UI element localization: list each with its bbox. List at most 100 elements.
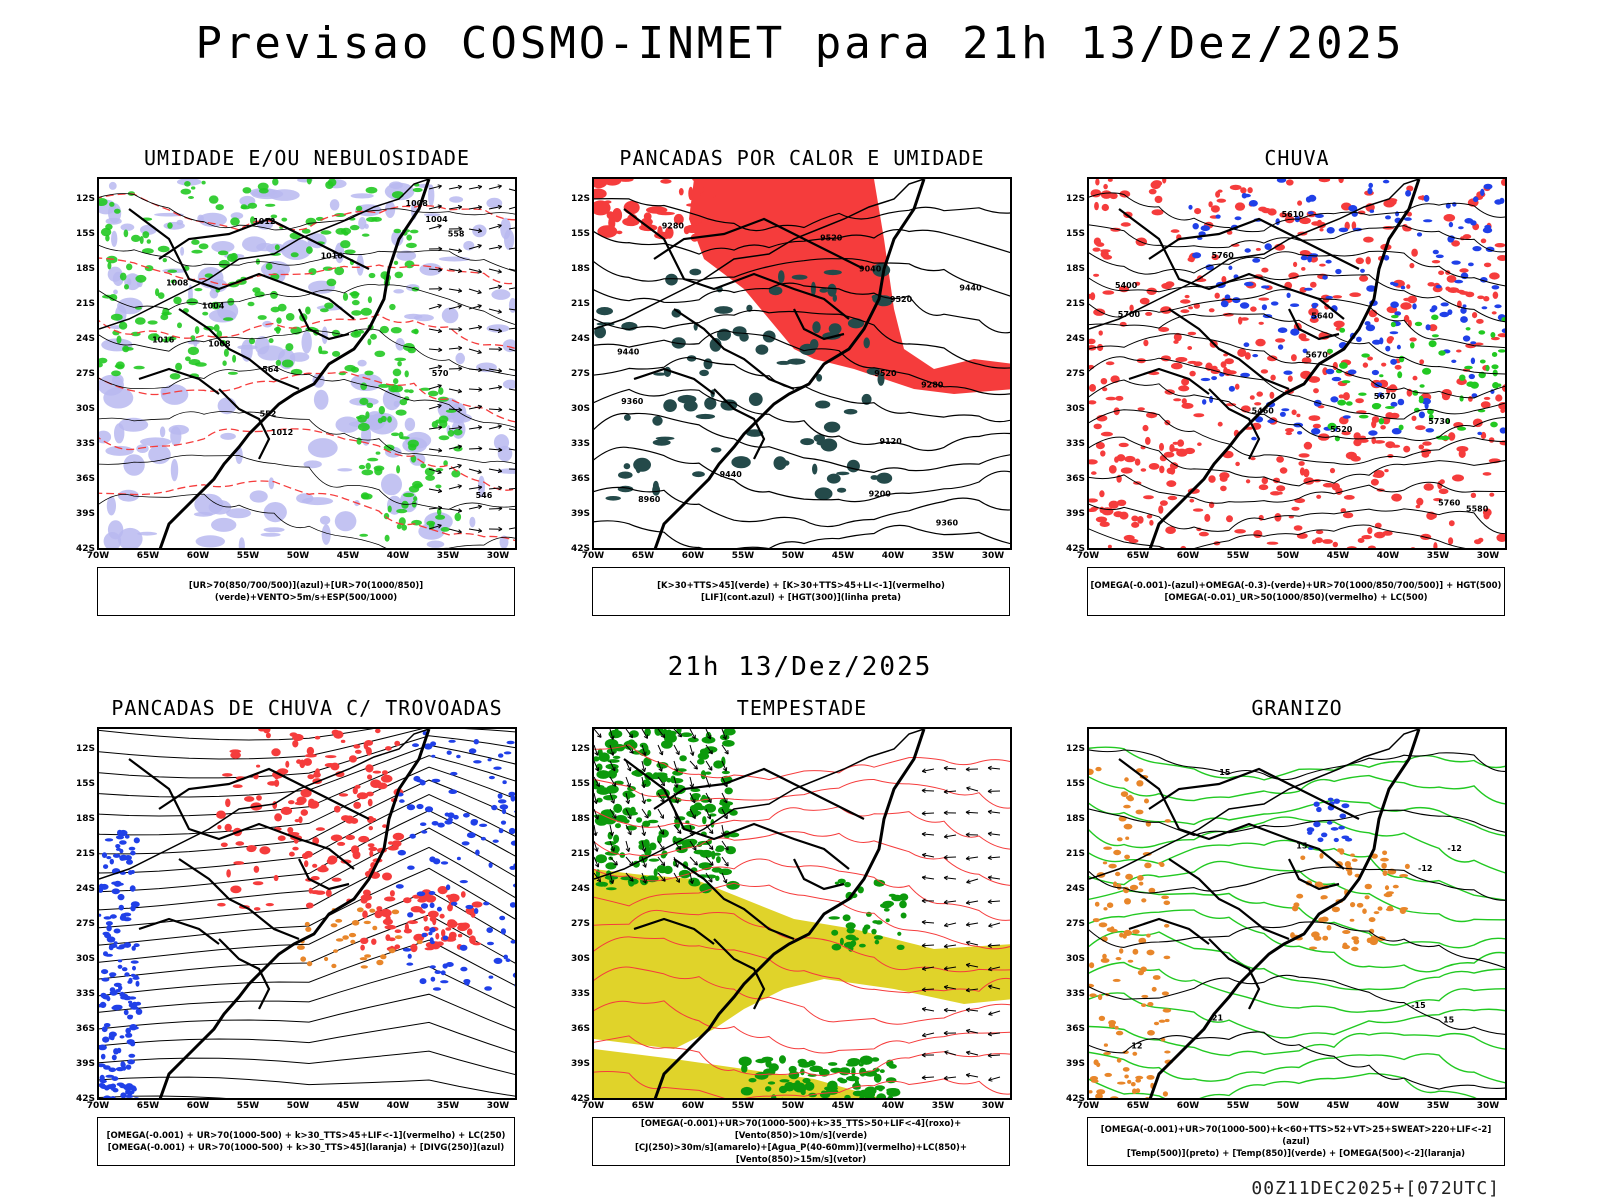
lat-tick-label: 33S: [75, 439, 95, 449]
contour-label: 5730: [1428, 417, 1451, 426]
lon-tick-label: 45W: [831, 551, 855, 561]
contour-label: 5640: [1311, 312, 1334, 321]
lat-tick-label: 42S: [75, 1094, 95, 1104]
lon-tick-label: 55W: [1226, 551, 1250, 561]
contour-label: 1016: [152, 336, 175, 345]
map-panel-umidade: 1008 1004 1012 1008 1004 1012 1016 1008 1016 570 5…: [97, 177, 517, 550]
contour-label: 12: [1131, 1041, 1142, 1050]
lon-tick-label: 65W: [1126, 551, 1150, 561]
legend-line: [LIF](cont.azul) + [HGT(300)](linha pret…: [700, 592, 902, 603]
lat-tick-label: 36S: [570, 1024, 590, 1034]
lat-tick-label: 18S: [1065, 264, 1085, 274]
contour-label: 9440: [720, 470, 743, 479]
lon-tick-label: 30W: [981, 1101, 1005, 1111]
lat-tick-label: 15S: [570, 229, 590, 239]
lat-tick-label: 27S: [570, 369, 590, 379]
lat-tick-label: 33S: [1065, 439, 1085, 449]
contour-label: -15: [1411, 1001, 1426, 1010]
lon-tick-label: 45W: [336, 1101, 360, 1111]
lon-tick-label: 30W: [1476, 1101, 1500, 1111]
lat-tick-label: 27S: [75, 919, 95, 929]
lat-tick-label: 42S: [75, 544, 95, 554]
lat-tick-label: 33S: [570, 439, 590, 449]
lon-tick-label: 30W: [486, 1101, 510, 1111]
map-panel-granizo: -15 -12 15 15 12 15 -12 21: [1087, 727, 1507, 1100]
lon-tick-label: 35W: [931, 1101, 955, 1111]
lat-tick-label: 39S: [75, 509, 95, 519]
lat-tick-label: 21S: [570, 299, 590, 309]
contour-label: 1004: [202, 302, 225, 311]
legend-box: [OMEGA(-0.001)+UR>70(1000-500)+k<60+TTS>…: [1087, 1117, 1505, 1166]
contour-label: 5760: [1212, 251, 1235, 260]
lat-tick-label: 24S: [570, 334, 590, 344]
lon-tick-label: 50W: [1276, 1101, 1300, 1111]
map-panel-trovoadas: [97, 727, 517, 1100]
contour-label: 552: [260, 410, 277, 419]
legend-line: [Temp(500)](preto) + [Temp(850)](verde) …: [1126, 1148, 1466, 1159]
contour-label: 1008: [208, 340, 231, 349]
lat-tick-label: 12S: [570, 744, 590, 754]
contour-label: 9040: [859, 265, 882, 274]
contour-label: 9280: [921, 380, 944, 389]
lon-tick-label: 70W: [86, 1101, 110, 1111]
lon-tick-label: 40W: [1376, 1101, 1400, 1111]
lat-tick-label: 42S: [1065, 1094, 1085, 1104]
contour-label: 15: [1296, 842, 1308, 851]
lat-tick-label: 30S: [1065, 404, 1085, 414]
legend-box: [UR>70(850/700/500)](azul)+[UR>70(1000/8…: [97, 567, 515, 616]
lat-tick-label: 24S: [1065, 884, 1085, 894]
contour-label: 1004: [425, 215, 448, 224]
map-canvas: 1008 1004 1012 1008 1004 1012 1016 1008 1016 570 5…: [99, 179, 515, 548]
contour-label: 5670: [1306, 351, 1329, 360]
lon-tick-label: 40W: [881, 1101, 905, 1111]
lon-tick-label: 50W: [286, 1101, 310, 1111]
contour-label: 9360: [621, 397, 644, 406]
panel-title: TEMPESTADE: [736, 696, 868, 720]
contour-label: 564: [262, 365, 279, 374]
legend-line: [UR>70(850/700/500)](azul)+[UR>70(1000/8…: [188, 580, 424, 603]
lon-tick-label: 60W: [681, 551, 705, 561]
legend-box: [K>30+TTS>45](verde) + [K>30+TTS>45+LI<-…: [592, 567, 1010, 616]
contour-label: 5400: [1115, 281, 1138, 290]
run-info-footer: 00Z11DEC2025+[072UTC]: [1251, 1178, 1500, 1199]
contour-label: 1008: [406, 199, 429, 208]
lon-tick-label: 65W: [631, 551, 655, 561]
panel-title: PANCADAS POR CALOR E UMIDADE: [619, 146, 985, 170]
lat-tick-label: 36S: [75, 474, 95, 484]
lat-tick-label: 24S: [75, 884, 95, 894]
contour-label: 5700: [1118, 310, 1141, 319]
lon-tick-label: 60W: [186, 551, 210, 561]
contour-label: 8960: [638, 495, 661, 504]
lon-tick-label: 50W: [781, 1101, 805, 1111]
lon-tick-label: 40W: [1376, 551, 1400, 561]
legend-line: [OMEGA(-0.001)-(azul)+OMEGA(-0.3)-(verde…: [1090, 580, 1502, 591]
lon-tick-label: 60W: [1176, 551, 1200, 561]
contour-label: 9280: [662, 221, 685, 230]
legend-line: [K>30+TTS>45](verde) + [K>30+TTS>45+LI<-…: [657, 580, 945, 591]
lon-tick-label: 60W: [681, 1101, 705, 1111]
legend-line: [CJ(250)>30m/s](amarelo)+[Agua_P(40-60mm…: [634, 1142, 968, 1165]
lat-tick-label: 39S: [1065, 1059, 1085, 1069]
lon-tick-label: 65W: [136, 1101, 160, 1111]
lat-tick-label: 21S: [570, 849, 590, 859]
lon-tick-label: 65W: [1126, 1101, 1150, 1111]
lat-tick-label: 36S: [570, 474, 590, 484]
lat-tick-label: 39S: [1065, 509, 1085, 519]
contour-label: 9440: [617, 348, 640, 357]
contour-label: 9440: [959, 284, 982, 293]
lon-tick-label: 30W: [981, 551, 1005, 561]
contour-label: 1012: [271, 428, 293, 437]
map-canvas: [99, 729, 515, 1098]
lat-tick-label: 30S: [570, 954, 590, 964]
lat-tick-label: 36S: [1065, 1024, 1085, 1034]
contour-label: 5670: [1374, 392, 1397, 401]
lat-tick-label: 15S: [75, 229, 95, 239]
lon-tick-label: 55W: [1226, 1101, 1250, 1111]
lat-tick-label: 30S: [75, 404, 95, 414]
lon-tick-label: 70W: [1076, 551, 1100, 561]
lat-tick-label: 21S: [1065, 299, 1085, 309]
lon-tick-label: 50W: [286, 551, 310, 561]
lat-tick-label: 24S: [570, 884, 590, 894]
lon-tick-label: 45W: [1326, 551, 1350, 561]
lon-tick-label: 45W: [1326, 1101, 1350, 1111]
